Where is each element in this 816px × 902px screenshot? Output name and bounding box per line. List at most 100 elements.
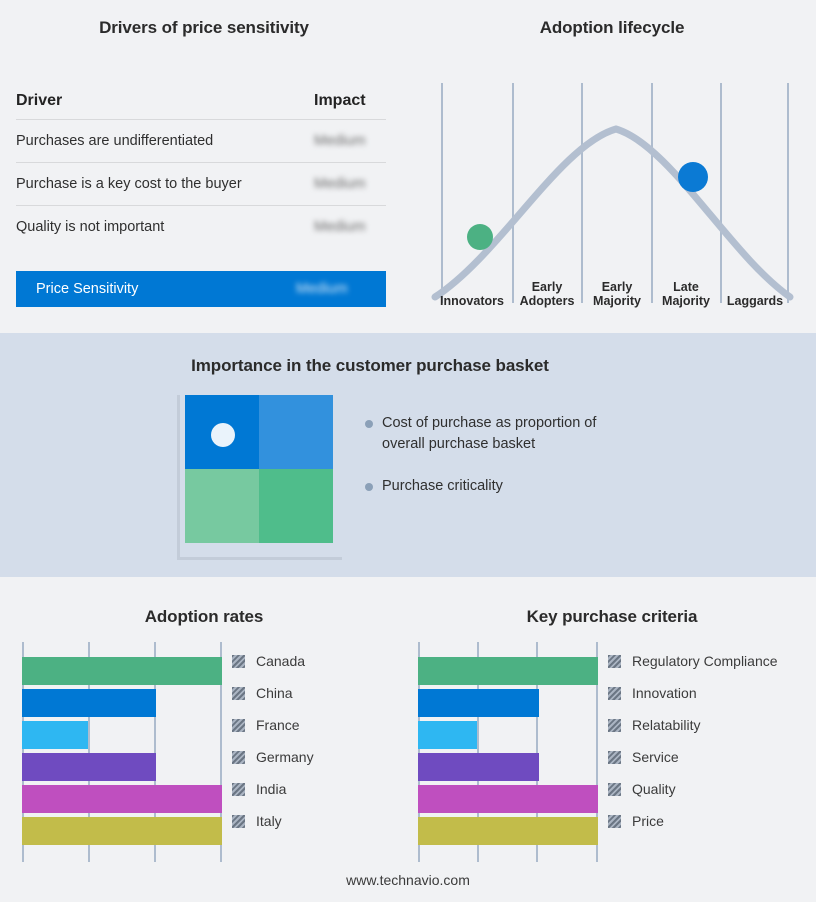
legend-label: Innovation [632,685,697,701]
stage-label-laggards: Laggards [726,294,784,308]
matrix-x-axis [177,557,342,560]
list-item: Cost of purchase as proportion of overal… [365,413,665,455]
table-row: Purchases are undifferentiated Medium [16,120,386,163]
key-purchase-criteria-panel: Key purchase criteria Regulatory Complia… [408,577,816,867]
hatched-swatch-icon [232,654,245,668]
adoption-legend: Canada China France Germany India Italy [232,645,314,837]
blue-marker [678,162,708,192]
quadrant-matrix [177,395,342,560]
hatched-swatch-icon [232,782,245,796]
gridline [88,642,90,862]
criteria-title: Key purchase criteria [526,607,698,626]
hatched-swatch-icon [232,686,245,700]
bar-price [418,817,598,845]
table-row: Quality is not important Medium [16,206,386,248]
table-body: Purchases are undifferentiated Medium Pu… [16,120,386,248]
matrix-y-axis [177,395,180,560]
column-header-driver: Driver [16,92,63,109]
quadrant-top-left [185,395,259,469]
lifecycle-stage-labels: Innovators Early Adopters Early Majority… [430,270,800,314]
summary-impact-value: Medium [296,281,348,297]
gridline [22,642,24,862]
legend-label: Price [632,813,664,829]
legend-label: Cost of purchase as proportion of overal… [382,415,597,452]
impact-value: Medium [314,219,366,235]
legend-item: Germany [232,741,314,773]
purchase-basket-panel: Importance in the customer purchase bask… [0,333,816,577]
column-header-impact: Impact [314,92,366,109]
drivers-panel: Drivers of price sensitivity Driver Impa… [0,0,408,333]
driver-label: Quality is not important [16,219,165,235]
adoption-rates-panel: Adoption rates Canada China [0,577,408,867]
price-sensitivity-summary-bar: Price Sensitivity Medium [16,271,386,307]
legend-label: Quality [632,781,676,797]
hatched-swatch-icon [232,750,245,764]
bar-service [418,753,539,781]
driver-label: Purchase is a key cost to the buyer [16,176,242,192]
bar-china [22,689,156,717]
quadrant-bottom-left [185,469,259,543]
adoption-rates-plot [22,642,222,862]
legend-label: France [256,717,300,733]
drivers-table: Driver Impact Purchases are undifferenti… [16,92,386,248]
gridline [154,642,156,862]
table-header-row: Driver Impact [16,92,386,120]
quadrant-bottom-right [259,469,333,543]
bar-italy [22,817,222,845]
stage-label-early-majority: Early Majority [593,280,641,308]
list-item: Purchase criticality [365,476,665,497]
stage-label-early-adopters: Early Adopters [519,280,575,308]
legend-item: Italy [232,805,314,837]
legend-item: Innovation [608,677,778,709]
drivers-title: Drivers of price sensitivity [99,18,309,37]
lifecycle-curve-svg [431,83,794,303]
bar-canada [22,657,222,685]
stage-label-late-majority: Late Majority [662,280,710,308]
legend-label: Germany [256,749,314,765]
gridline [220,642,222,862]
hatched-swatch-icon [232,718,245,732]
gridline [596,642,598,862]
impact-value: Medium [314,176,366,192]
hatched-swatch-icon [608,718,621,732]
hatched-swatch-icon [608,782,621,796]
bar-regulatory-compliance [418,657,598,685]
legend-item: Regulatory Compliance [608,645,778,677]
footer-url: www.technavio.com [346,872,470,888]
legend-label: China [256,685,293,701]
criteria-bars [418,657,598,847]
legend-item: Relatability [608,709,778,741]
legend-item: Quality [608,773,778,805]
hatched-swatch-icon [232,814,245,828]
legend-item: China [232,677,314,709]
hatched-swatch-icon [608,814,621,828]
legend-label: Regulatory Compliance [632,653,778,669]
legend-item: Service [608,741,778,773]
lifecycle-gridlines [441,83,789,303]
legend-label: Service [632,749,679,765]
matrix-bubble [211,423,235,447]
basket-title: Importance in the customer purchase bask… [191,356,549,375]
basket-legend: Cost of purchase as proportion of overal… [365,413,665,518]
adoption-bars [22,657,222,847]
legend-label: Relatability [632,717,701,733]
bar-relatability [418,721,478,749]
lifecycle-title: Adoption lifecycle [539,18,685,37]
hatched-swatch-icon [608,654,621,668]
criteria-legend: Regulatory Compliance Innovation Relatab… [608,645,778,837]
gridline [477,642,479,862]
legend-label: Italy [256,813,282,829]
hatched-swatch-icon [608,750,621,764]
legend-item: India [232,773,314,805]
criteria-plot [418,642,598,862]
bar-india [22,785,222,813]
matrix-grid [185,395,333,543]
bell-curve-path [431,125,794,301]
quadrant-top-right [259,395,333,469]
legend-label: Purchase criticality [382,478,503,494]
bar-quality [418,785,598,813]
hatched-swatch-icon [608,686,621,700]
summary-label: Price Sensitivity [36,281,139,297]
lifecycle-plot [430,75,800,310]
